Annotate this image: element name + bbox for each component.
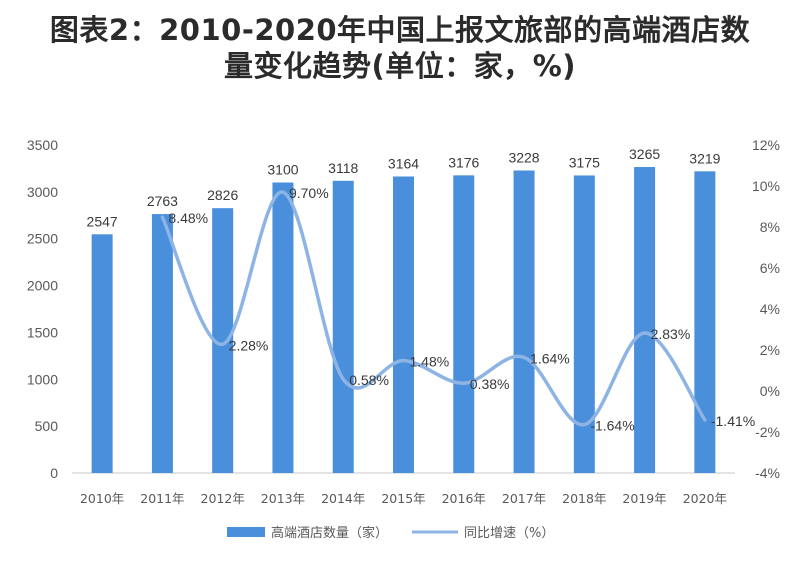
chart-title-line-2: 量变化趋势(单位：家，%) — [223, 49, 577, 83]
bar-value-label: 3265 — [629, 146, 660, 162]
right-y-axis: -4% -2% 0% 2% 4% 6% 8% 10% 12% — [752, 137, 780, 481]
bar-value-label: 3164 — [388, 155, 419, 171]
growth-value-label: 2.83% — [651, 326, 691, 342]
left-axis-tick: 500 — [35, 418, 59, 434]
bar — [513, 170, 535, 473]
legend-line-label: 同比增速（%） — [464, 526, 554, 541]
bar — [694, 171, 716, 473]
bar — [453, 175, 475, 473]
bar-value-label: 2826 — [207, 187, 238, 203]
right-axis-tick: 12% — [752, 137, 780, 153]
left-axis-tick: 2000 — [27, 278, 58, 294]
x-axis-category: 2011年 — [140, 491, 184, 506]
x-axis-category: 2013年 — [261, 491, 305, 506]
x-axis-category: 2012年 — [201, 491, 245, 506]
left-axis-tick: 3500 — [27, 137, 58, 153]
right-axis-tick: 4% — [760, 301, 780, 317]
x-axis-category: 2014年 — [321, 491, 365, 506]
left-axis-tick: 3000 — [27, 184, 58, 200]
growth-value-label: 0.58% — [349, 372, 389, 388]
growth-value-label: 2.28% — [229, 337, 269, 353]
x-axis-category: 2018年 — [562, 491, 606, 506]
growth-value-label: 1.48% — [410, 354, 450, 370]
bar — [634, 167, 656, 473]
growth-value-label: 9.70% — [289, 185, 329, 201]
legend: 高端酒店数量（家） 同比增速（%） — [227, 525, 554, 541]
x-axis-category: 2019年 — [622, 491, 666, 506]
legend-bar-label: 高端酒店数量（家） — [271, 525, 388, 541]
left-axis-tick: 1000 — [27, 371, 58, 387]
bar — [212, 208, 234, 473]
left-axis-tick: 1500 — [27, 324, 58, 340]
bar-value-label: 2547 — [87, 213, 118, 229]
growth-rate-line — [160, 190, 707, 427]
right-axis-tick: 8% — [760, 219, 780, 235]
bar-value-label: 3175 — [569, 154, 600, 170]
bar — [573, 175, 595, 473]
bar-series — [91, 167, 716, 473]
bar-value-label: 3219 — [689, 150, 720, 166]
bar-value-label: 3118 — [328, 160, 358, 176]
bar — [151, 214, 173, 473]
bar — [272, 182, 294, 473]
bar-value-label: 3100 — [267, 161, 298, 177]
growth-value-labels: 8.48% 2.28% 9.70% 0.58% 1.48% 0.38% 1.64% -1.64… — [168, 185, 755, 433]
right-axis-tick: 6% — [760, 260, 780, 276]
bar — [393, 176, 414, 473]
right-axis-tick: 0% — [760, 383, 780, 399]
growth-value-label: -1.64% — [590, 418, 634, 434]
x-axis-category: 2015年 — [381, 491, 425, 506]
growth-value-label: 0.38% — [470, 376, 510, 392]
right-axis-tick: -4% — [755, 465, 780, 481]
bar — [91, 234, 113, 473]
left-axis-tick: 0 — [50, 465, 58, 481]
bar-value-label: 3228 — [508, 149, 539, 165]
growth-value-label: -1.41% — [711, 413, 755, 429]
bar-value-label: 2763 — [147, 193, 178, 209]
x-axis-category: 2017年 — [502, 491, 546, 506]
left-axis-tick: 2500 — [27, 231, 58, 247]
chart-title: 图表2：2010-2020年中国上报文旅部的高端酒店数 量变化趋势(单位：家，%… — [0, 12, 800, 84]
right-axis-tick: 2% — [760, 342, 780, 358]
x-axis-category: 2010年 — [80, 491, 124, 506]
x-axis-category: 2016年 — [442, 491, 486, 506]
right-axis-tick: 10% — [752, 178, 780, 194]
chart-title-line-1: 图表2：2010-2020年中国上报文旅部的高端酒店数 — [49, 13, 751, 47]
bar — [332, 180, 354, 473]
growth-value-label: 8.48% — [168, 210, 208, 226]
growth-value-label: 1.64% — [530, 350, 570, 366]
x-axis-categories: 2010年 2011年 2012年 2013年 2014年 2015年 2016年 2017年… — [80, 491, 727, 506]
legend-bar-swatch — [227, 527, 265, 537]
x-axis-category: 2020年 — [683, 491, 727, 506]
left-y-axis: 0 500 1000 1500 2000 2500 3000 3500 — [27, 137, 58, 481]
bar-value-label: 3176 — [448, 154, 479, 170]
bar-value-labels: 2547 2763 2826 3100 3118 3164 3176 3228 3175 3265… — [87, 146, 721, 229]
right-axis-tick: -2% — [755, 424, 780, 440]
